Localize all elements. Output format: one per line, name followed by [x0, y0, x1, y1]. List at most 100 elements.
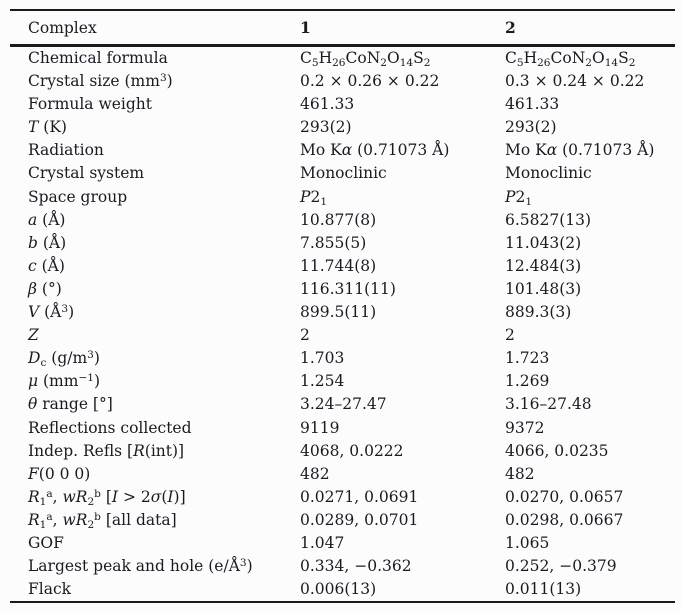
value-complex-2: 2: [505, 326, 515, 345]
row-label: μ (mm−1): [28, 372, 101, 391]
row-label: β (°): [28, 279, 62, 298]
value-complex-1: 0.0271, 0.0691: [300, 487, 419, 506]
value-complex-1: 11.744(8): [300, 256, 377, 275]
value-complex-2: Mo Kα (0.71073 Å): [505, 141, 655, 160]
value-complex-1: 1.703: [300, 349, 345, 368]
row-label: b (Å): [28, 233, 67, 252]
value-complex-1: 0.006(13): [300, 580, 377, 599]
value-complex-2: 0.252, −0.379: [505, 557, 617, 576]
value-complex-1: 293(2): [300, 118, 352, 137]
table-row: c (Å) 11.744(8) 12.484(3): [10, 255, 675, 278]
value-complex-1: P21: [300, 187, 328, 208]
table-row: Formula weight 461.33 461.33: [10, 93, 675, 116]
table-row: Indep. Refls [R(int)] 4068, 0.0222 4066, 0…: [10, 440, 675, 463]
row-label: Dc (g/m3): [28, 348, 100, 370]
row-label: Radiation: [28, 141, 104, 160]
row-label: Space group: [28, 187, 128, 206]
value-complex-1: 1.254: [300, 372, 345, 391]
table-row: Z 2 2: [10, 324, 675, 347]
row-label: Reflections collected: [28, 418, 192, 437]
row-label: c (Å): [28, 256, 65, 275]
table-row: Space group P21 P21: [10, 186, 675, 209]
value-complex-1: 9119: [300, 418, 340, 437]
value-complex-1: 2: [300, 326, 310, 345]
header-complex: Complex: [28, 18, 97, 37]
value-complex-2: 4066, 0.0235: [505, 441, 609, 460]
table-row: Radiation Mo Kα (0.71073 Å) Mo Kα (0.71073…: [10, 139, 675, 162]
value-complex-2: 889.3(3): [505, 303, 572, 322]
table-row: GOF 1.047 1.065: [10, 532, 675, 555]
row-label: Formula weight: [28, 95, 152, 114]
table-row: μ (mm−1) 1.254 1.269: [10, 370, 675, 393]
table-top-rule: [10, 9, 675, 11]
value-complex-2: C5H26CoN2O14S2: [505, 49, 636, 69]
value-complex-2: P21: [505, 187, 533, 208]
value-complex-2: 3.16–27.48: [505, 395, 592, 414]
value-complex-2: 482: [505, 464, 535, 483]
value-complex-2: 0.3 × 0.24 × 0.22: [505, 72, 645, 91]
table-row: R1a, wR2b [I > 2σ(I)] 0.0271, 0.0691 0.027…: [10, 486, 675, 509]
row-label: Flack: [28, 580, 72, 599]
row-label: R1a, wR2b [all data]: [28, 510, 177, 531]
value-complex-1: 482: [300, 464, 330, 483]
value-complex-2: 0.0270, 0.0657: [505, 487, 624, 506]
value-complex-2: 1.065: [505, 533, 550, 552]
value-complex-2: 293(2): [505, 118, 557, 137]
value-complex-1: 0.334, −0.362: [300, 557, 412, 576]
row-label: Crystal system: [28, 164, 145, 183]
value-complex-2: 1.269: [505, 372, 550, 391]
table-header-row: Complex 1 2: [10, 11, 675, 44]
table-row: β (°) 116.311(11) 101.48(3): [10, 278, 675, 301]
value-complex-1: 899.5(11): [300, 303, 377, 322]
table-header-rule: [10, 44, 675, 47]
row-label: GOF: [28, 533, 64, 552]
header-complex-1: 1: [300, 18, 311, 37]
value-complex-2: 0.0298, 0.0667: [505, 510, 624, 529]
value-complex-1: 7.855(5): [300, 233, 367, 252]
table-row: Flack 0.006(13) 0.011(13): [10, 578, 675, 601]
table-row: Chemical formula C5H26CoN2O14S2 C5H26CoN2O…: [10, 47, 675, 70]
value-complex-1: C5H26CoN2O14S2: [300, 49, 431, 69]
value-complex-1: 1.047: [300, 533, 345, 552]
value-complex-2: 9372: [505, 418, 545, 437]
table-bottom-rule: [10, 601, 675, 604]
value-complex-1: 3.24–27.47: [300, 395, 387, 414]
table-row: a (Å) 10.877(8) 6.5827(13): [10, 209, 675, 232]
row-label: θ range [°]: [28, 395, 113, 414]
value-complex-2: 461.33: [505, 95, 560, 114]
value-complex-2: Monoclinic: [505, 164, 592, 183]
value-complex-1: 116.311(11): [300, 279, 396, 298]
value-complex-2: 11.043(2): [505, 233, 582, 252]
row-label: F(0 0 0): [28, 464, 91, 483]
table-row: θ range [°] 3.24–27.47 3.16–27.48: [10, 393, 675, 416]
value-complex-1: Monoclinic: [300, 164, 387, 183]
table-row: Reflections collected 9119 9372: [10, 417, 675, 440]
value-complex-1: Mo Kα (0.71073 Å): [300, 141, 450, 160]
table-row: V (Å3) 899.5(11) 889.3(3): [10, 301, 675, 324]
table-row: F(0 0 0) 482 482: [10, 463, 675, 486]
table-row: Crystal system Monoclinic Monoclinic: [10, 162, 675, 185]
value-complex-1: 461.33: [300, 95, 355, 114]
table-row: Crystal size (mm3) 0.2 × 0.26 × 0.22 0.3 ×…: [10, 70, 675, 93]
table-row: T (K) 293(2) 293(2): [10, 116, 675, 139]
header-complex-2: 2: [505, 18, 516, 37]
value-complex-1: 10.877(8): [300, 210, 377, 229]
row-label: Crystal size (mm3): [28, 71, 173, 91]
row-label: V (Å3): [28, 302, 75, 322]
row-label: Largest peak and hole (e/Å3): [28, 556, 253, 576]
row-label: Z: [28, 326, 39, 345]
row-label: a (Å): [28, 210, 66, 229]
table-row: R1a, wR2b [all data] 0.0289, 0.0701 0.0298…: [10, 509, 675, 532]
value-complex-2: 1.723: [505, 349, 550, 368]
value-complex-1: 4068, 0.0222: [300, 441, 404, 460]
table-body: Chemical formula C5H26CoN2O14S2 C5H26CoN2O…: [10, 47, 675, 601]
value-complex-1: 0.0289, 0.0701: [300, 510, 419, 529]
value-complex-1: 0.2 × 0.26 × 0.22: [300, 72, 440, 91]
row-label: T (K): [28, 118, 67, 137]
row-label: R1a, wR2b [I > 2σ(I)]: [28, 487, 186, 508]
table-row: Largest peak and hole (e/Å3) 0.334, −0.36…: [10, 555, 675, 578]
value-complex-2: 101.48(3): [505, 279, 582, 298]
row-label: Indep. Refls [R(int)]: [28, 441, 185, 460]
value-complex-2: 0.011(13): [505, 580, 582, 599]
crystal-data-table: Complex 1 2 Chemical formula C5H26CoN2O14…: [10, 9, 675, 604]
